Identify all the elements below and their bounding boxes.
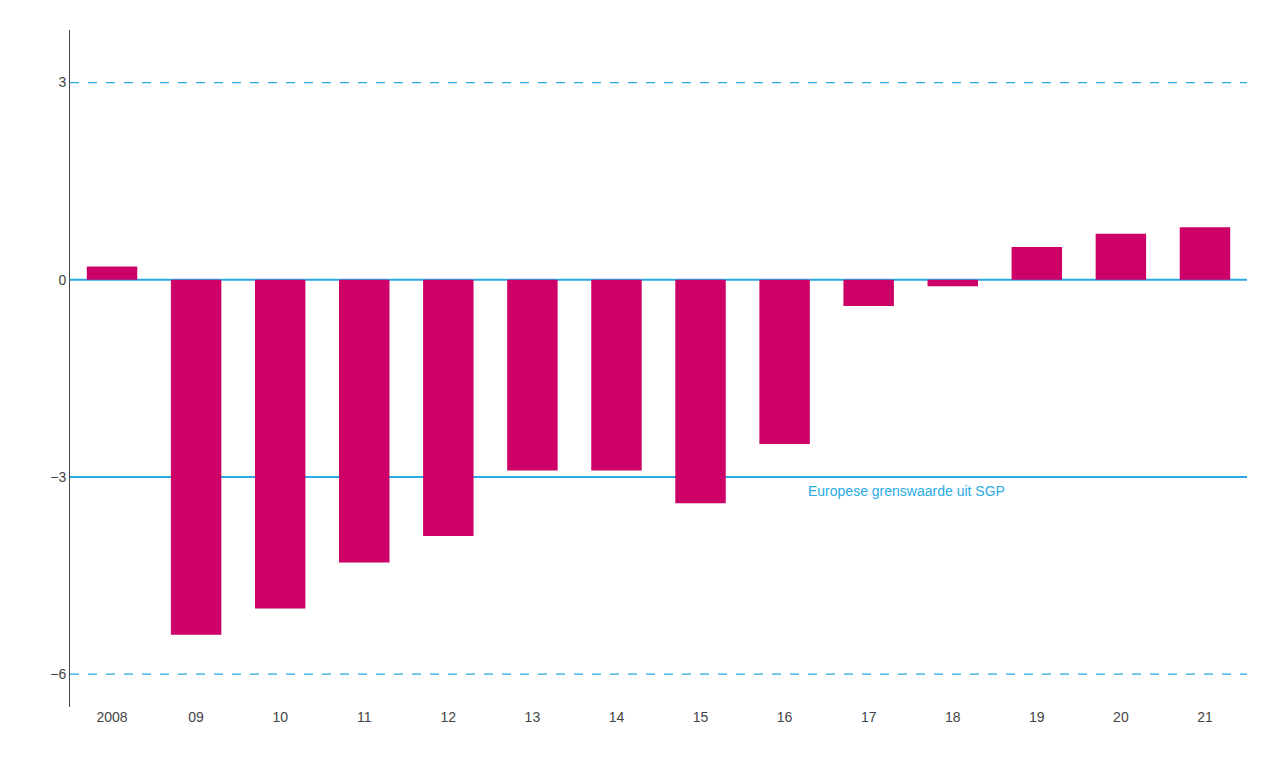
svg-text:2008: 2008 <box>96 709 127 725</box>
svg-text:0: 0 <box>58 272 66 288</box>
svg-text:09: 09 <box>188 709 204 725</box>
svg-text:15: 15 <box>693 709 709 725</box>
svg-text:11: 11 <box>357 709 372 725</box>
svg-text:13: 13 <box>525 709 541 725</box>
svg-text:19: 19 <box>1029 709 1045 725</box>
svg-text:17: 17 <box>861 709 877 725</box>
svg-text:20: 20 <box>1113 709 1129 725</box>
svg-text:10: 10 <box>272 709 288 725</box>
svg-text:−3: −3 <box>50 469 66 485</box>
svg-text:21: 21 <box>1197 709 1213 725</box>
svg-text:14: 14 <box>609 709 625 725</box>
svg-text:12: 12 <box>441 709 457 725</box>
svg-text:3: 3 <box>58 74 66 90</box>
svg-text:18: 18 <box>945 709 961 725</box>
svg-text:16: 16 <box>777 709 793 725</box>
svg-text:Europese grenswaarde uit SGP: Europese grenswaarde uit SGP <box>808 483 1005 499</box>
svg-text:−6: −6 <box>50 666 66 682</box>
